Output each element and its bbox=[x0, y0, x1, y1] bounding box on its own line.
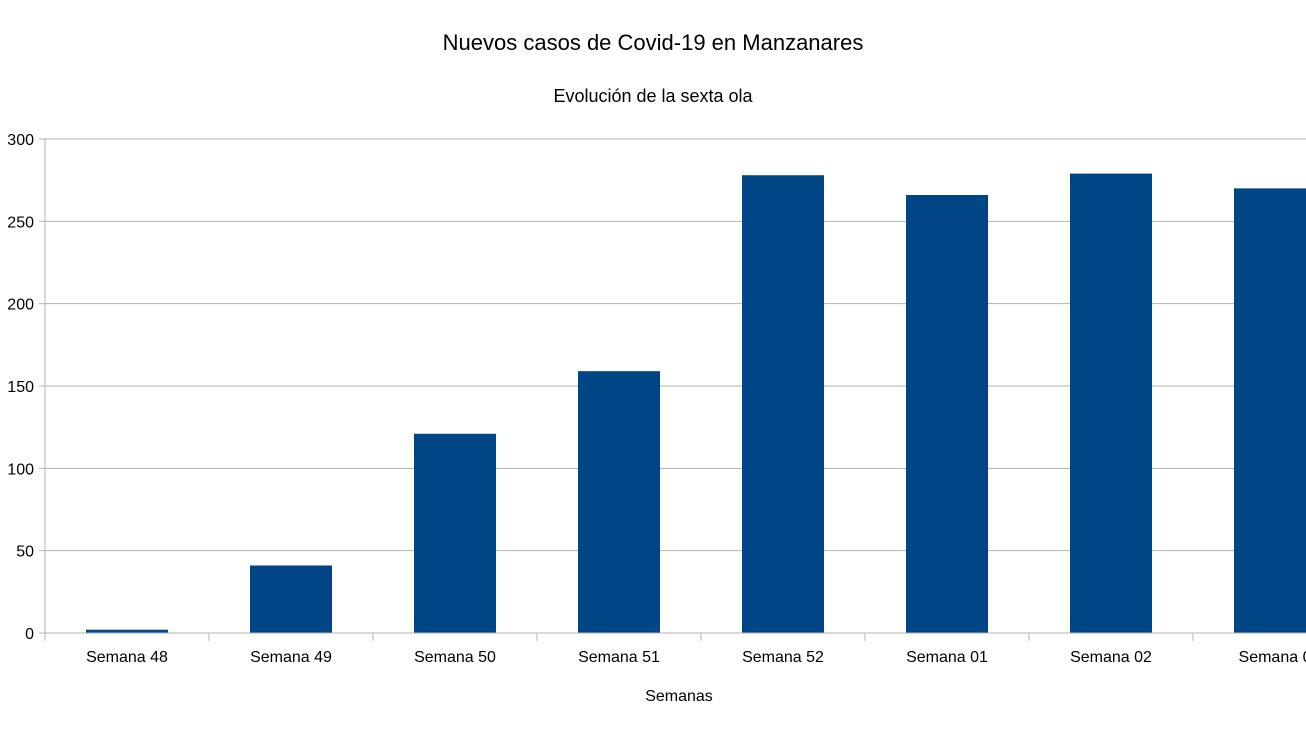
x-tick-label: Semana 01 bbox=[906, 649, 988, 666]
y-tick-label: 300 bbox=[7, 132, 34, 149]
bar-semana-52 bbox=[742, 175, 824, 633]
y-axis-ticks: 0 50 100 150 200 250 300 bbox=[7, 132, 46, 643]
x-tick-label: Semana 0 bbox=[1239, 649, 1306, 666]
bar-semana-0 bbox=[1234, 188, 1306, 633]
x-tick-label: Semana 49 bbox=[250, 649, 332, 666]
y-tick-label: 100 bbox=[7, 461, 34, 478]
bar-semana-02 bbox=[1070, 173, 1152, 633]
bar-semana-50 bbox=[414, 433, 496, 633]
x-tick-label: Semana 50 bbox=[414, 649, 496, 666]
bars bbox=[86, 173, 1306, 633]
x-tick-label: Semana 02 bbox=[1070, 649, 1152, 666]
y-tick-label: 0 bbox=[25, 626, 34, 643]
x-tick-label: Semana 51 bbox=[578, 649, 660, 666]
x-axis-title: Semanas bbox=[645, 688, 713, 705]
x-tick-label: Semana 52 bbox=[742, 649, 824, 666]
bar-semana-48 bbox=[86, 629, 168, 633]
chart-subtitle: Evolución de la sexta ola bbox=[553, 86, 753, 106]
y-tick-label: 250 bbox=[7, 214, 34, 231]
y-tick-label: 50 bbox=[16, 544, 34, 561]
y-tick-label: 150 bbox=[7, 379, 34, 396]
x-tick-label: Semana 48 bbox=[86, 649, 168, 666]
x-axis-ticks: Semana 48 Semana 49 Semana 50 Semana 51 Sema… bbox=[44, 633, 1306, 666]
y-tick-label: 200 bbox=[7, 297, 34, 314]
bar-semana-01 bbox=[906, 194, 988, 633]
bar-semana-51 bbox=[578, 371, 660, 633]
bar-semana-49 bbox=[250, 565, 332, 633]
chart-title: Nuevos casos de Covid-19 en Manzanares bbox=[443, 30, 864, 55]
